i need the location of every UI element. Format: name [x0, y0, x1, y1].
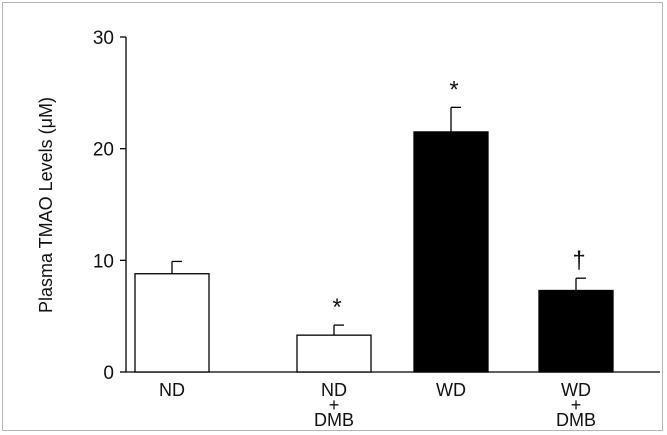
- x-tick-label: ND: [159, 380, 185, 400]
- bar-1: [134, 273, 210, 373]
- x-tick-label: DMB: [314, 410, 354, 430]
- significance-marker-3: *: [449, 76, 458, 103]
- y-tick-label: 30: [93, 28, 114, 49]
- x-tick-label: +: [329, 395, 340, 415]
- bar-4: [538, 289, 614, 373]
- x-tick-label: WD: [436, 380, 466, 400]
- y-axis-label: Plasma TMAO Levels (μM): [36, 97, 56, 313]
- bar-2: [296, 334, 372, 373]
- significance-marker-2: *: [332, 294, 341, 321]
- y-tick-label: 20: [93, 140, 114, 161]
- y-tick-label: 0: [103, 363, 114, 384]
- x-tick-label: +: [571, 395, 582, 415]
- significance-marker-4: †: [572, 247, 585, 274]
- x-tick-label: WD: [561, 380, 591, 400]
- x-tick-label: DMB: [556, 410, 596, 430]
- bar-3: [413, 131, 489, 373]
- x-tick-label: ND: [321, 380, 347, 400]
- y-tick-label: 10: [93, 251, 114, 272]
